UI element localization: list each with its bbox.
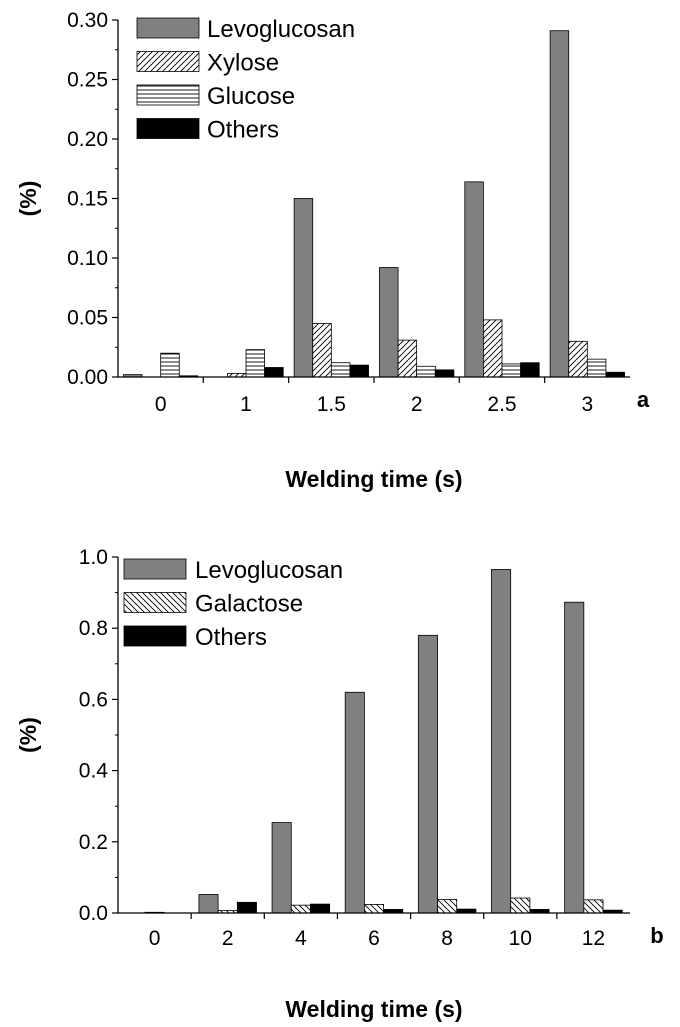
y-tick-label: 0.20 (67, 128, 108, 151)
y-tick-label: 0.8 (79, 617, 108, 640)
panel-label: a (637, 387, 650, 412)
x-axis-title: Welding time (s) (285, 996, 462, 1022)
legend-label: Xylose (207, 50, 279, 77)
y-tick-label: 0.05 (67, 307, 108, 330)
x-tick-label: 1.5 (317, 393, 346, 416)
x-tick-label: 0 (155, 393, 167, 416)
bar (491, 569, 512, 914)
bar (312, 323, 332, 378)
y-tick-label: 0.2 (79, 831, 108, 854)
panel-label: b (650, 923, 663, 948)
bar (417, 634, 438, 914)
bar (583, 899, 604, 914)
legend: Levoglucosan Galactose Others (123, 557, 343, 651)
y-tick-label: 0.00 (67, 366, 108, 389)
bar (520, 362, 540, 378)
bar (586, 358, 607, 378)
bar (416, 365, 436, 378)
chart-panel-a: 0.00 0.05 0.10 0.15 0.20 0.25 0.30 0 1 1.5 2 2.5 3 We… (15, 9, 650, 492)
y-tick-label: 0.25 (67, 69, 108, 92)
bar (363, 904, 384, 914)
legend-swatch (136, 84, 200, 106)
bar (160, 352, 180, 378)
x-tick-label: 4 (295, 927, 307, 950)
x-tick-label: 0 (149, 927, 161, 950)
bar (198, 894, 219, 914)
bar (245, 349, 266, 378)
legend-swatch (123, 592, 187, 613)
legend: Levoglucosan Xylose Glucose Others (136, 16, 355, 144)
y-tick-label: 0.6 (79, 688, 108, 711)
bar (349, 364, 369, 378)
legend-label: Levoglucosan (195, 557, 343, 584)
series-levoglucosan (198, 569, 585, 914)
legend-swatch (136, 51, 200, 72)
bar (290, 904, 311, 914)
legend-swatch (136, 17, 200, 39)
bar (437, 899, 458, 914)
y-tick-label: 1.0 (79, 546, 108, 569)
y-tick-label: 0.4 (79, 760, 109, 783)
bar (310, 903, 331, 914)
bar (379, 267, 399, 378)
bar (605, 371, 625, 378)
bar (549, 30, 570, 378)
legend-label: Levoglucosan (207, 16, 355, 43)
x-tick-label: 2 (222, 927, 234, 950)
x-tick-label: 2 (411, 393, 423, 416)
bar (271, 822, 292, 914)
x-tick-label: 6 (368, 927, 380, 950)
legend-swatch (123, 625, 187, 647)
legend-label: Glucose (207, 83, 295, 110)
series-galactose (144, 897, 604, 914)
y-tick-label: 0.15 (67, 188, 108, 211)
bar (344, 691, 365, 914)
bar (236, 901, 257, 914)
bar (564, 601, 585, 914)
bar (510, 897, 531, 914)
bar (464, 181, 484, 378)
x-axis-title: Welding time (s) (285, 466, 462, 492)
y-axis-title: (%) (15, 717, 41, 753)
bar (434, 369, 455, 378)
y-tick-label: 0.10 (67, 247, 108, 270)
legend-label: Others (207, 117, 279, 144)
legend-swatch (136, 118, 200, 139)
x-tick-label: 12 (582, 927, 605, 950)
x-tick-label: 2.5 (487, 393, 516, 416)
y-axis-title: (%) (15, 181, 41, 217)
bar (501, 363, 522, 378)
legend-swatch (123, 558, 187, 580)
bar (264, 367, 284, 378)
bar (397, 339, 418, 378)
x-tick-label: 10 (509, 927, 532, 950)
series-others (236, 901, 623, 914)
x-tick-label: 3 (581, 393, 593, 416)
series-xylose (226, 319, 588, 378)
x-tick-label: 8 (441, 927, 453, 950)
bar (330, 362, 351, 378)
y-tick-label: 0.0 (79, 902, 108, 925)
bar (293, 198, 314, 378)
bar (568, 340, 588, 378)
legend-label: Galactose (195, 591, 303, 618)
bar (482, 319, 503, 378)
y-tick-label: 0.30 (67, 9, 108, 32)
chart-panel-b: 0.0 0.2 0.4 0.6 0.8 1.0 0 2 4 6 8 10 12 Welding time … (15, 546, 664, 1022)
x-tick-label: 1 (240, 393, 252, 416)
legend-label: Others (195, 624, 267, 651)
